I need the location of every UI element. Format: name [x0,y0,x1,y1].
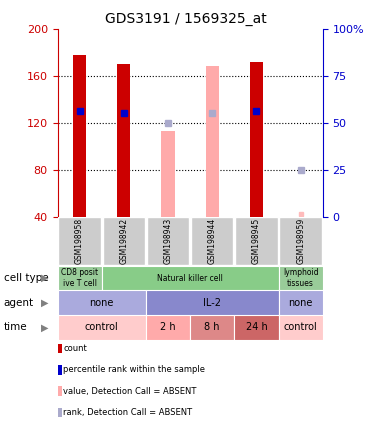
Text: GDS3191 / 1569325_at: GDS3191 / 1569325_at [105,12,266,27]
Text: IL-2: IL-2 [203,298,221,308]
Text: none: none [89,298,114,308]
Text: ▶: ▶ [41,273,48,283]
Bar [73,55,86,217]
Text: GSM198958: GSM198958 [75,218,84,264]
FancyBboxPatch shape [191,217,233,266]
Text: time: time [4,322,27,333]
Bar [206,67,219,217]
Text: GSM198942: GSM198942 [119,218,128,264]
Bar [161,131,175,217]
Bar [58,266,102,290]
Text: GSM198943: GSM198943 [164,218,173,265]
Text: agent: agent [4,298,34,308]
Bar [250,62,263,217]
Text: lymphoid
tissues: lymphoid tissues [283,269,318,288]
Text: control: control [284,322,318,333]
Text: 8 h: 8 h [204,322,220,333]
Text: control: control [85,322,119,333]
Text: GSM198945: GSM198945 [252,218,261,265]
Bar [190,315,234,340]
Text: 2 h: 2 h [160,322,176,333]
Text: cell type: cell type [4,273,48,283]
Text: none: none [289,298,313,308]
Text: ▶: ▶ [41,322,48,333]
Text: count: count [63,344,87,353]
FancyBboxPatch shape [147,217,189,266]
Text: percentile rank within the sample: percentile rank within the sample [63,365,205,374]
Bar [279,266,323,290]
Bar [117,64,131,217]
Bar [279,290,323,315]
Text: CD8 posit
ive T cell: CD8 posit ive T cell [61,269,98,288]
Text: ▶: ▶ [41,298,48,308]
Bar [58,315,146,340]
FancyBboxPatch shape [103,217,145,266]
Text: GSM198959: GSM198959 [296,218,305,265]
Text: GSM198944: GSM198944 [208,218,217,265]
Text: Natural killer cell: Natural killer cell [157,274,223,283]
Bar [146,290,279,315]
Text: value, Detection Call = ABSENT: value, Detection Call = ABSENT [63,387,197,396]
Bar [234,315,279,340]
FancyBboxPatch shape [235,217,278,266]
FancyBboxPatch shape [279,217,322,266]
Bar [102,266,279,290]
Text: rank, Detection Call = ABSENT: rank, Detection Call = ABSENT [63,408,192,417]
Bar [146,315,190,340]
Text: 24 h: 24 h [246,322,267,333]
FancyBboxPatch shape [58,217,101,266]
Bar [58,290,146,315]
Bar [279,315,323,340]
